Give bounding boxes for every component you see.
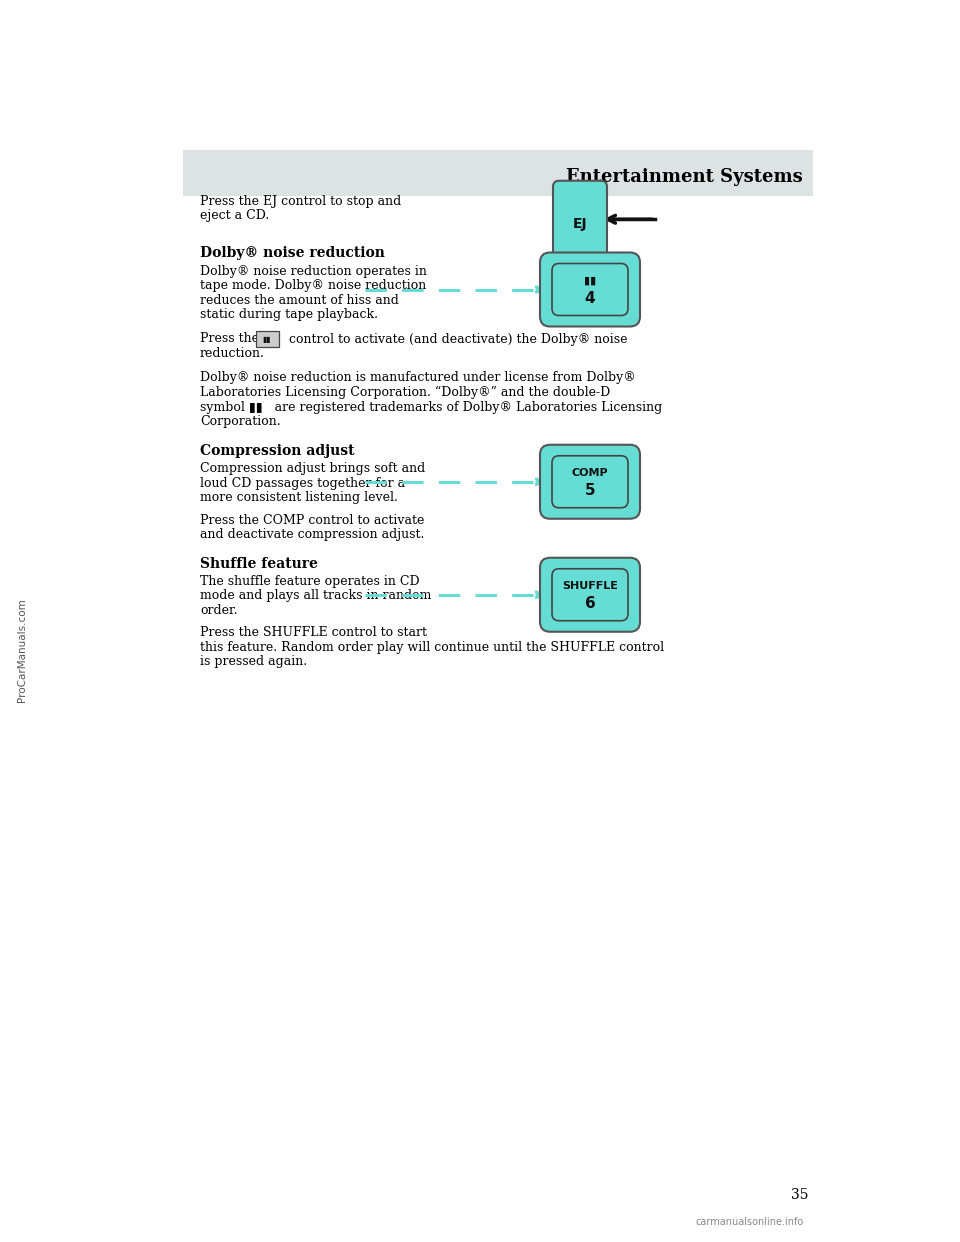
Text: Press the EJ control to stop and: Press the EJ control to stop and xyxy=(200,195,401,207)
Text: The shuffle feature operates in CD: The shuffle feature operates in CD xyxy=(200,575,420,587)
Text: is pressed again.: is pressed again. xyxy=(200,656,307,668)
Text: ▮▮: ▮▮ xyxy=(584,276,596,286)
Text: Dolby® noise reduction operates in: Dolby® noise reduction operates in xyxy=(200,265,427,277)
Text: mode and plays all tracks in random: mode and plays all tracks in random xyxy=(200,590,431,602)
Text: this feature. Random order play will continue until the SHUFFLE control: this feature. Random order play will con… xyxy=(200,641,664,655)
FancyBboxPatch shape xyxy=(540,558,640,632)
Text: Dolby® noise reduction is manufactured under license from Dolby®: Dolby® noise reduction is manufactured u… xyxy=(200,371,636,385)
FancyBboxPatch shape xyxy=(255,330,278,347)
Text: carmanualsonline.info: carmanualsonline.info xyxy=(696,1217,804,1227)
Text: COMP: COMP xyxy=(572,468,609,478)
Text: loud CD passages together for a: loud CD passages together for a xyxy=(200,477,405,489)
Text: ProCarManuals.com: ProCarManuals.com xyxy=(17,599,27,702)
Text: reduces the amount of hiss and: reduces the amount of hiss and xyxy=(200,293,398,307)
Text: 4: 4 xyxy=(585,291,595,306)
Text: Compression adjust brings soft and: Compression adjust brings soft and xyxy=(200,462,425,474)
Text: control to activate (and deactivate) the Dolby® noise: control to activate (and deactivate) the… xyxy=(285,333,628,345)
FancyBboxPatch shape xyxy=(552,456,628,508)
Text: Compression adjust: Compression adjust xyxy=(200,443,354,457)
Text: static during tape playback.: static during tape playback. xyxy=(200,308,378,320)
Text: symbol ▮▮   are registered trademarks of Dolby® Laboratories Licensing: symbol ▮▮ are registered trademarks of D… xyxy=(200,400,662,414)
Text: and deactivate compression adjust.: and deactivate compression adjust. xyxy=(200,528,424,542)
FancyBboxPatch shape xyxy=(552,263,628,315)
Text: 5: 5 xyxy=(585,483,595,498)
Text: 35: 35 xyxy=(791,1189,808,1202)
Text: 6: 6 xyxy=(585,596,595,611)
Text: SHUFFLE: SHUFFLE xyxy=(562,581,618,591)
Text: Laboratories Licensing Corporation. “Dolby®” and the double-D: Laboratories Licensing Corporation. “Dol… xyxy=(200,386,611,399)
FancyBboxPatch shape xyxy=(540,445,640,519)
Text: EJ: EJ xyxy=(573,217,588,231)
FancyBboxPatch shape xyxy=(540,252,640,327)
FancyBboxPatch shape xyxy=(553,181,607,258)
Bar xyxy=(183,150,813,196)
Text: Dolby® noise reduction: Dolby® noise reduction xyxy=(200,246,385,260)
Text: ▮▮: ▮▮ xyxy=(263,334,272,344)
Text: Press the: Press the xyxy=(200,333,259,345)
Text: Shuffle feature: Shuffle feature xyxy=(200,556,318,570)
Text: Entertainment Systems: Entertainment Systems xyxy=(566,168,803,186)
Text: Press the SHUFFLE control to start: Press the SHUFFLE control to start xyxy=(200,626,427,640)
Text: more consistent listening level.: more consistent listening level. xyxy=(200,491,397,504)
Text: Press the COMP control to activate: Press the COMP control to activate xyxy=(200,513,424,527)
FancyBboxPatch shape xyxy=(552,569,628,621)
Text: eject a CD.: eject a CD. xyxy=(200,210,269,222)
Text: order.: order. xyxy=(200,604,237,617)
Text: Corporation.: Corporation. xyxy=(200,415,280,428)
Text: reduction.: reduction. xyxy=(200,347,265,360)
Text: tape mode. Dolby® noise reduction: tape mode. Dolby® noise reduction xyxy=(200,279,426,292)
